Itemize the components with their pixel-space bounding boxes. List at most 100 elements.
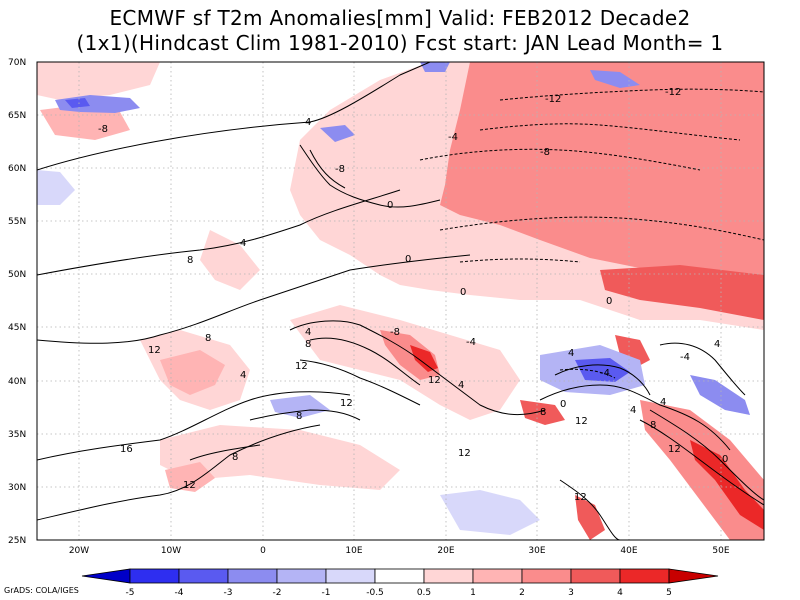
lon-tick-label: 20E [437, 546, 454, 556]
contour-label: 4 [240, 370, 246, 381]
contour-label: 12 [668, 444, 681, 455]
contour-label: 12 [183, 480, 196, 491]
lon-tick-label: 20W [69, 546, 89, 556]
longitude-axis: 20W 10W 0 10E 20E 30E 40E 50E [69, 546, 730, 556]
contour-label: -8 [98, 124, 108, 135]
warm-anomaly-morocco [165, 462, 215, 492]
contour-label: 12 [574, 492, 587, 503]
contour-label: 0 [460, 287, 466, 298]
contour-label: -8 [540, 147, 550, 158]
cold-anomaly-blacksea-core [575, 358, 630, 382]
contour-label: 12 [458, 448, 471, 459]
colorbar-label: -5 [126, 588, 135, 598]
colorbar-segment [570, 568, 621, 584]
contour-label: 0 [606, 296, 612, 307]
cold-anomaly-scandinavia [320, 125, 355, 142]
contour-label: 4 [630, 405, 636, 416]
contour-label: 4 [660, 397, 666, 408]
contour-label: 8 [650, 420, 656, 431]
lat-tick-label: 30N [8, 483, 26, 493]
cold-anomaly-algeria [270, 395, 330, 418]
cold-anomaly-north [420, 62, 450, 72]
contour-label: 4 [568, 348, 574, 359]
contour-label: 8 [232, 452, 238, 463]
lat-tick-label: 70N [8, 58, 26, 68]
map-subtitle: (1x1)(Hindcast Clim 1981-2010) Fcst star… [76, 31, 724, 55]
colorbar-segment [619, 568, 670, 584]
colorbar-segment [325, 568, 376, 584]
warm-anomaly-russia-core [440, 62, 764, 280]
map-grid [37, 62, 764, 540]
warm-anomaly-iberia-core [160, 350, 225, 395]
contour-label: 4 [305, 327, 311, 338]
contour-labels: -8 -8 -12 -12 -8 -4 -4 0 4 4 8 0 0 0 4 8… [98, 87, 728, 503]
contour-label: -12 [665, 87, 681, 98]
contour-label: 8 [187, 255, 193, 266]
contour-lines [37, 62, 764, 540]
contour-label: -4 [448, 132, 458, 143]
contour-label: -4 [600, 368, 610, 379]
warm-anomaly-middleeast-core [690, 440, 764, 530]
colorbar-labels: -5 -4 -3 -2 -1 -0.5 0.5 1 2 3 4 5 [126, 588, 672, 598]
warm-anomaly-northafrica [160, 425, 400, 490]
colorbar-segment [374, 568, 425, 584]
warm-anomaly-italy-core [410, 345, 438, 372]
warm-anomaly-greece [520, 400, 565, 425]
contour-label: 12 [575, 416, 588, 427]
colorbar-label: 3 [568, 588, 574, 598]
colorbar-label: 4 [617, 588, 623, 598]
cold-anomaly-sahara [440, 490, 540, 535]
lon-tick-label: 0 [260, 546, 266, 556]
lat-tick-label: 35N [8, 430, 26, 440]
colorbar-label: -3 [224, 588, 233, 598]
colorbar-label: -0.5 [366, 588, 384, 598]
colorbar-label: -1 [322, 588, 331, 598]
contour-label: 12 [295, 361, 308, 372]
colorbar-label: -4 [175, 588, 184, 598]
lon-tick-label: 10W [161, 546, 181, 556]
warm-anomaly-russia-deep [600, 265, 764, 320]
contour-label: 8 [205, 333, 211, 344]
lat-tick-label: 40N [8, 377, 26, 387]
lat-tick-label: 45N [8, 323, 26, 333]
contour-label: 4 [305, 117, 311, 128]
contour-label: -4 [680, 352, 690, 363]
contour-label: 12 [340, 398, 353, 409]
warm-anomaly-caucasus [615, 335, 650, 368]
lat-tick-label: 50N [8, 270, 26, 280]
plot-frame [36, 61, 765, 541]
contour-label: -4 [466, 337, 476, 348]
contour-label: 0 [405, 254, 411, 265]
colorbar-label: 0.5 [417, 588, 431, 598]
contour-label: 8 [540, 407, 546, 418]
cold-anomaly-caspian [690, 375, 750, 415]
colorbar-label: 1 [470, 588, 476, 598]
colorbar [81, 568, 719, 584]
contour-label: 0 [387, 200, 393, 211]
contour-label: 8 [305, 339, 311, 350]
contour-label: 8 [296, 411, 302, 422]
contour-label: 12 [148, 345, 161, 356]
warm-anomaly-iceland [40, 105, 130, 140]
lat-tick-label: 60N [8, 164, 26, 174]
colorbar-segment [178, 568, 229, 584]
colorbar-arrow-high [668, 568, 719, 584]
lat-tick-label: 65N [8, 111, 26, 121]
anomaly-shading [37, 62, 764, 540]
warm-anomaly-levant [575, 495, 605, 540]
lat-tick-label: 55N [8, 217, 26, 227]
colorbar-label: 2 [519, 588, 525, 598]
contour-label: 12 [428, 375, 441, 386]
colorbar-segment [227, 568, 278, 584]
contour-label: 16 [120, 444, 133, 455]
warm-anomaly-westeurope [200, 230, 260, 290]
contour-label: 0 [722, 454, 728, 465]
colorbar-segment [521, 568, 572, 584]
latitude-axis: 25N 30N 35N 40N 45N 50N 55N 60N 65N 70N [8, 58, 26, 546]
contour-label: 0 [560, 399, 566, 410]
colorbar-label: -2 [273, 588, 282, 598]
negative-contour-lines [419, 88, 764, 379]
colorbar-segment [129, 568, 180, 584]
colorbar-segment [276, 568, 327, 584]
